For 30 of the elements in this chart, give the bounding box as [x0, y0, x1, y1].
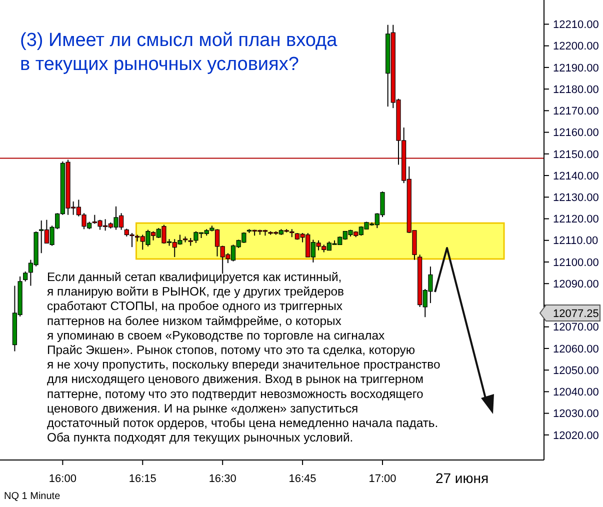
- candlestick: [23, 271, 28, 282]
- text: (3) Имеет ли смысл мой план входа в текущих рыночных условиях?: [20, 30, 338, 75]
- text: 12077.25: [553, 308, 599, 320]
- y-tick-label: 12090.00: [553, 278, 599, 290]
- x-tick-label: 17:00: [368, 473, 396, 485]
- y-tick-label: 12040.00: [553, 386, 599, 399]
- y-tick-label: 12130.00: [553, 192, 599, 204]
- y-tick-label: 12210.00: [553, 19, 599, 32]
- y-tick-label: 12120.00: [553, 214, 599, 226]
- x-tick-label: 16:00: [48, 473, 76, 485]
- y-tick-label: 12030.00: [553, 408, 599, 420]
- y-tick-label: 12200.00: [553, 40, 599, 53]
- y-tick-label: 12140.00: [553, 170, 599, 182]
- x-tick-label: 16:30: [208, 473, 236, 485]
- x-tick-label: 16:45: [288, 473, 316, 485]
- text: 27 июня: [435, 470, 489, 486]
- text: Если данный сетап квалифицируется как истинный, я планирую войти в РЫНОК, где у других трейдеров сработают СТОПЫ, на пробое одного из триггерных паттернов на более низком таймфрейме, о которых я упоминаю в своем «Руководстве по торговле на сигналах Прайс Экшен». Рынок стопов, потому что это та сделка, которую я не хочу пропустить, поскольку впереди значительное пространство для нисходящего ценового движения. Вход в рынок на триггерном паттерне, потому что это подтвердит невозможность восходящего ценового движения. И на рынке «должен» запуститься достаточный поток ордеров, чтобы цена немедленно начала падать. Оба пункта подходят для текущих рыночных условий.: [47, 270, 440, 445]
- x-tick-label: 16:15: [128, 473, 156, 485]
- y-tick-label: 12050.00: [553, 364, 599, 377]
- text: NQ 1 Minute: [4, 491, 61, 502]
- y-tick-label: 12190.00: [553, 62, 599, 74]
- y-tick-label: 12160.00: [553, 127, 599, 140]
- y-tick-label: 12070.00: [553, 322, 599, 334]
- y-tick-label: 12060.00: [553, 343, 599, 356]
- y-tick-label: 12170.00: [553, 106, 599, 118]
- y-tick-label: 12020.00: [553, 430, 599, 442]
- y-tick-label: 12110.00: [553, 235, 598, 248]
- y-tick-label: 12100.00: [553, 256, 599, 269]
- y-tick-label: 12150.00: [553, 148, 599, 161]
- y-tick-label: 12180.00: [553, 84, 599, 96]
